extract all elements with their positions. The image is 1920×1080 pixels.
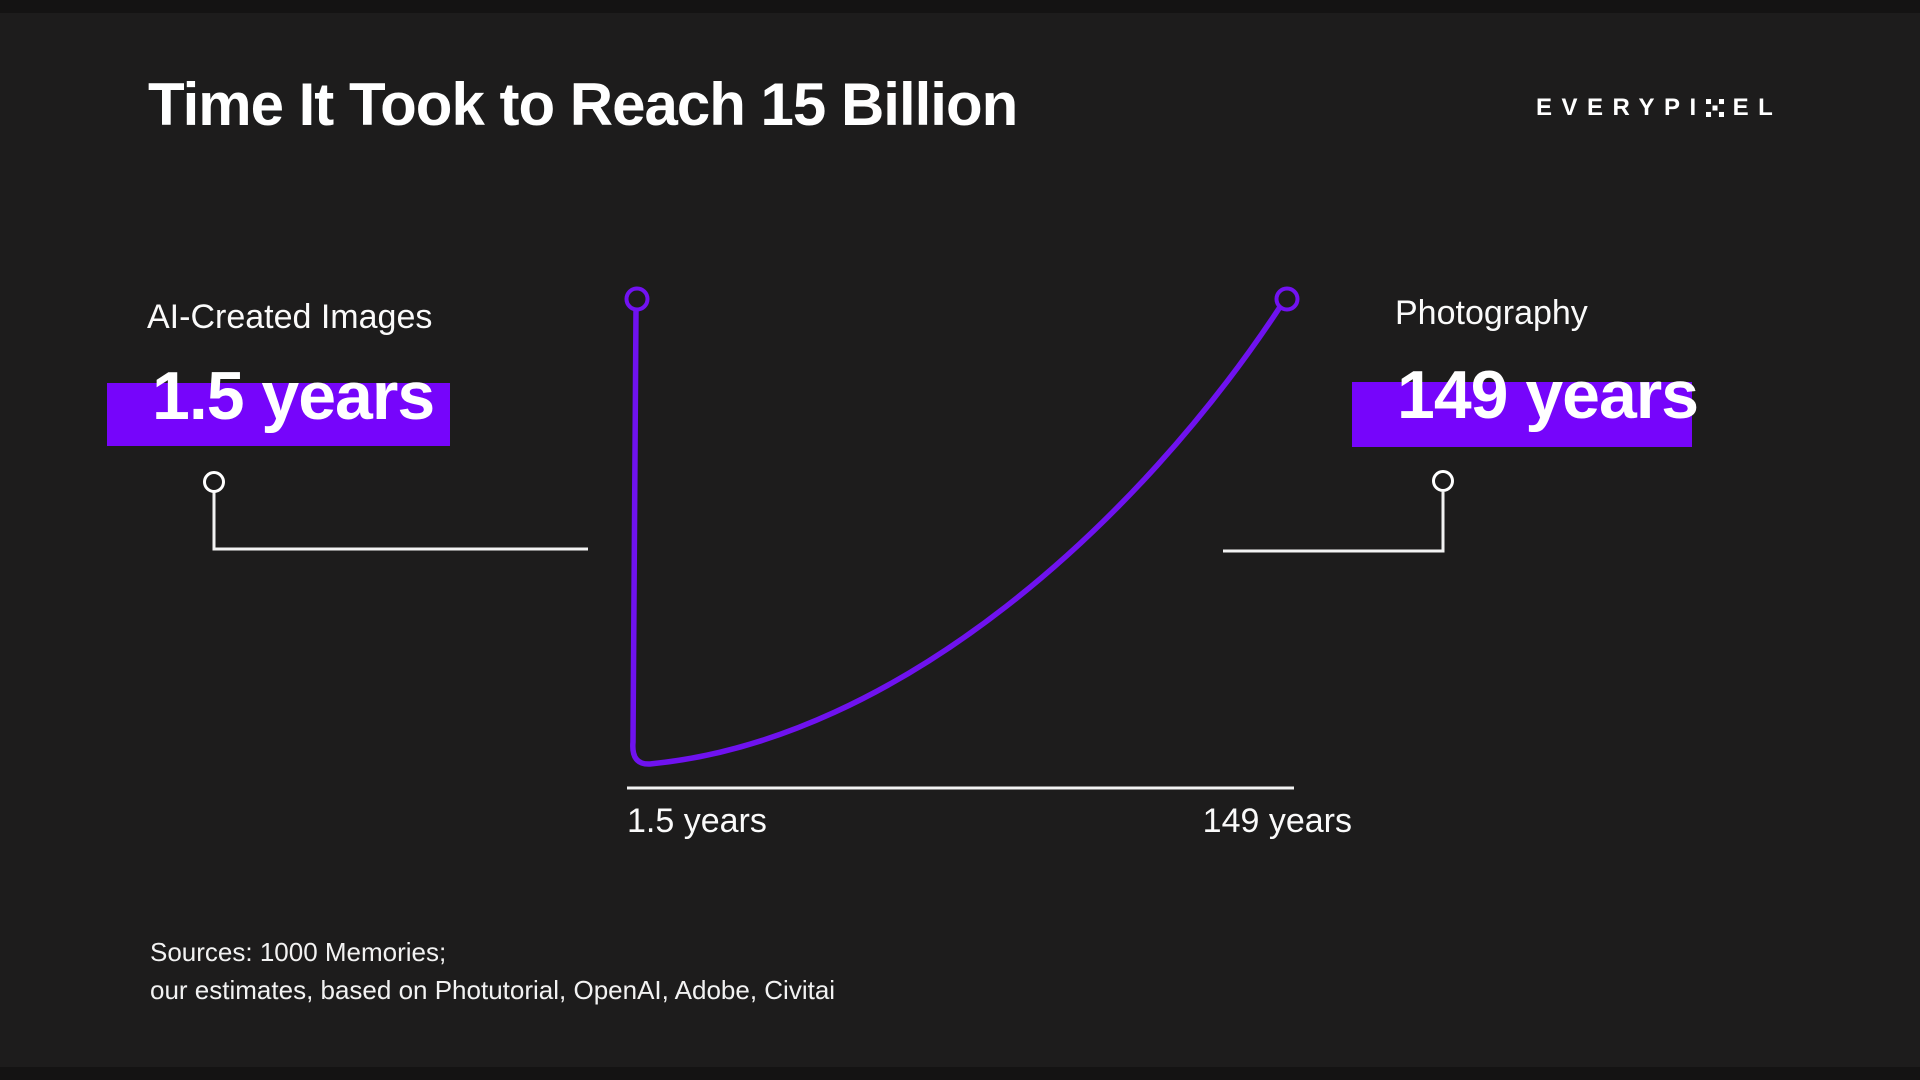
sources-line-1: Sources: 1000 Memories; [150, 937, 447, 967]
pixel-x-icon [1705, 99, 1724, 117]
ai-callout-dot [203, 471, 225, 493]
ai-highlight-bar [107, 383, 450, 446]
sources-note: Sources: 1000 Memories; our estimates, b… [150, 933, 835, 1009]
photography-callout-connector [1223, 492, 1445, 553]
x-axis-label-right: 149 years [1202, 802, 1352, 840]
photography-value: 149 years [1397, 357, 1699, 433]
ai-series-label: AI-Created Images [147, 298, 433, 336]
bottom-edge-band [0, 1067, 1920, 1080]
growth-curve [630, 304, 1283, 767]
sources-line-2: our estimates, based on Photutorial, Ope… [150, 975, 836, 1005]
everypixel-logo: EVERYPI EL [1536, 94, 1782, 122]
ai-endpoint-marker [624, 286, 650, 312]
logo-text-left: EVERYPI [1536, 94, 1706, 121]
top-edge-band [0, 0, 1920, 13]
ai-callout-connector [212, 492, 588, 551]
x-axis-label-left: 1.5 years [627, 802, 767, 840]
photography-highlight-bar [1352, 382, 1692, 447]
photography-callout-dot [1432, 470, 1454, 492]
ai-value: 1.5 years [152, 358, 435, 434]
photography-endpoint-marker [1274, 286, 1300, 312]
photography-series-label: Photography [1395, 294, 1588, 332]
page-title: Time It Took to Reach 15 Billion [148, 71, 1018, 138]
logo-text-right: EL [1732, 94, 1783, 121]
